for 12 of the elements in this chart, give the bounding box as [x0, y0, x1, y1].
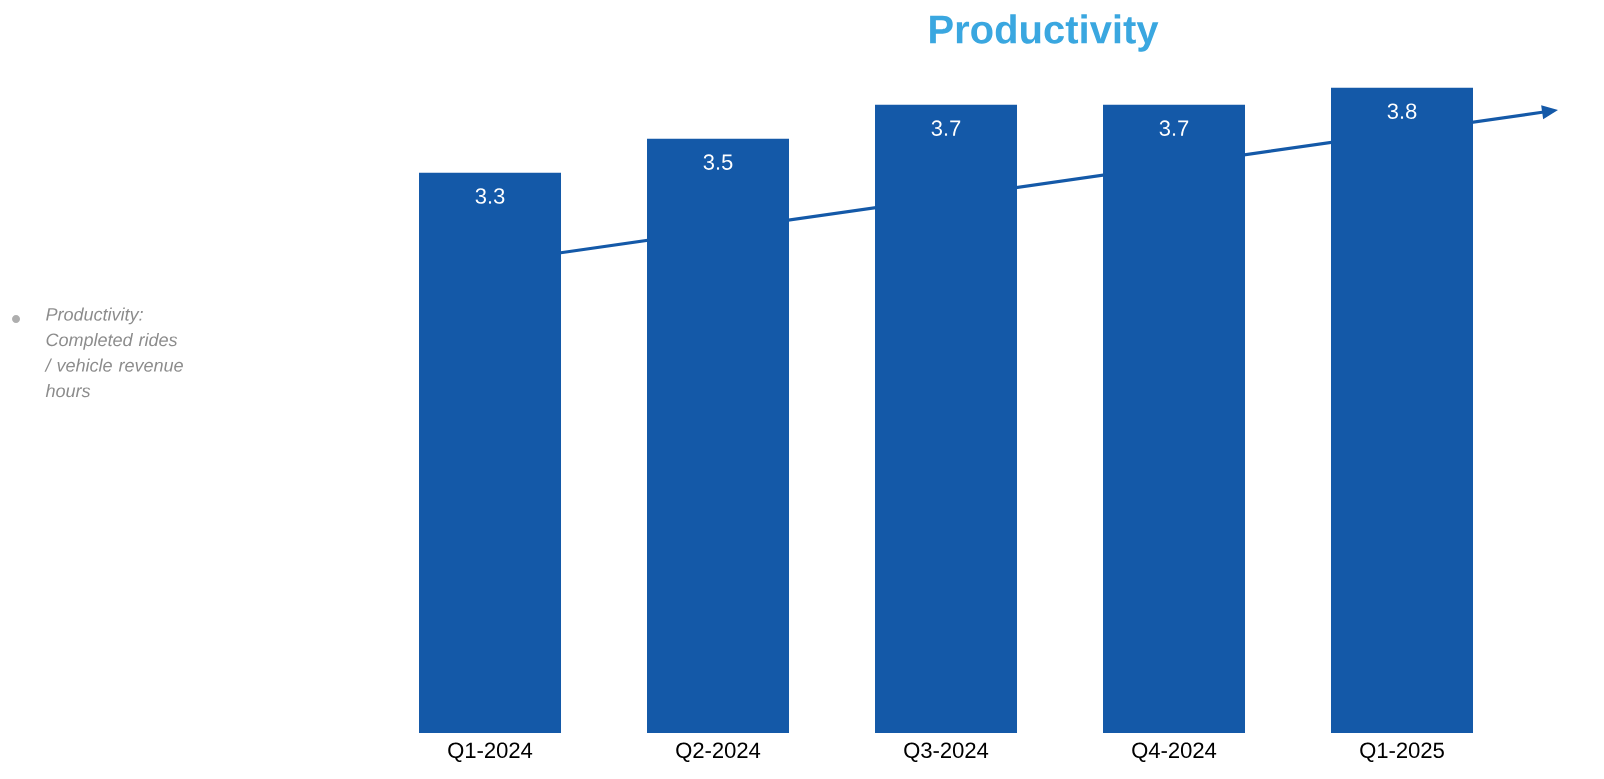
chart-title: Productivity [930, 14, 1159, 52]
data-label: 3.7 [931, 120, 961, 136]
x-tick-label: Q4-2024 [1132, 742, 1217, 763]
x-tick-label: Q1-2024 [448, 742, 533, 763]
text: Productivity: Completed rides / vehicle revenue hours [44, 307, 183, 398]
data-label: 3.8 [1387, 103, 1417, 119]
x-tick-label: Q3-2024 [904, 742, 989, 763]
x-tick-label: Q2-2024 [676, 742, 761, 763]
x-tick-label: Q1-2025 [1360, 742, 1444, 763]
data-label: 3.3 [475, 188, 505, 204]
data-label: 3.5 [703, 154, 733, 170]
data-label: 3.7 [1159, 120, 1189, 136]
